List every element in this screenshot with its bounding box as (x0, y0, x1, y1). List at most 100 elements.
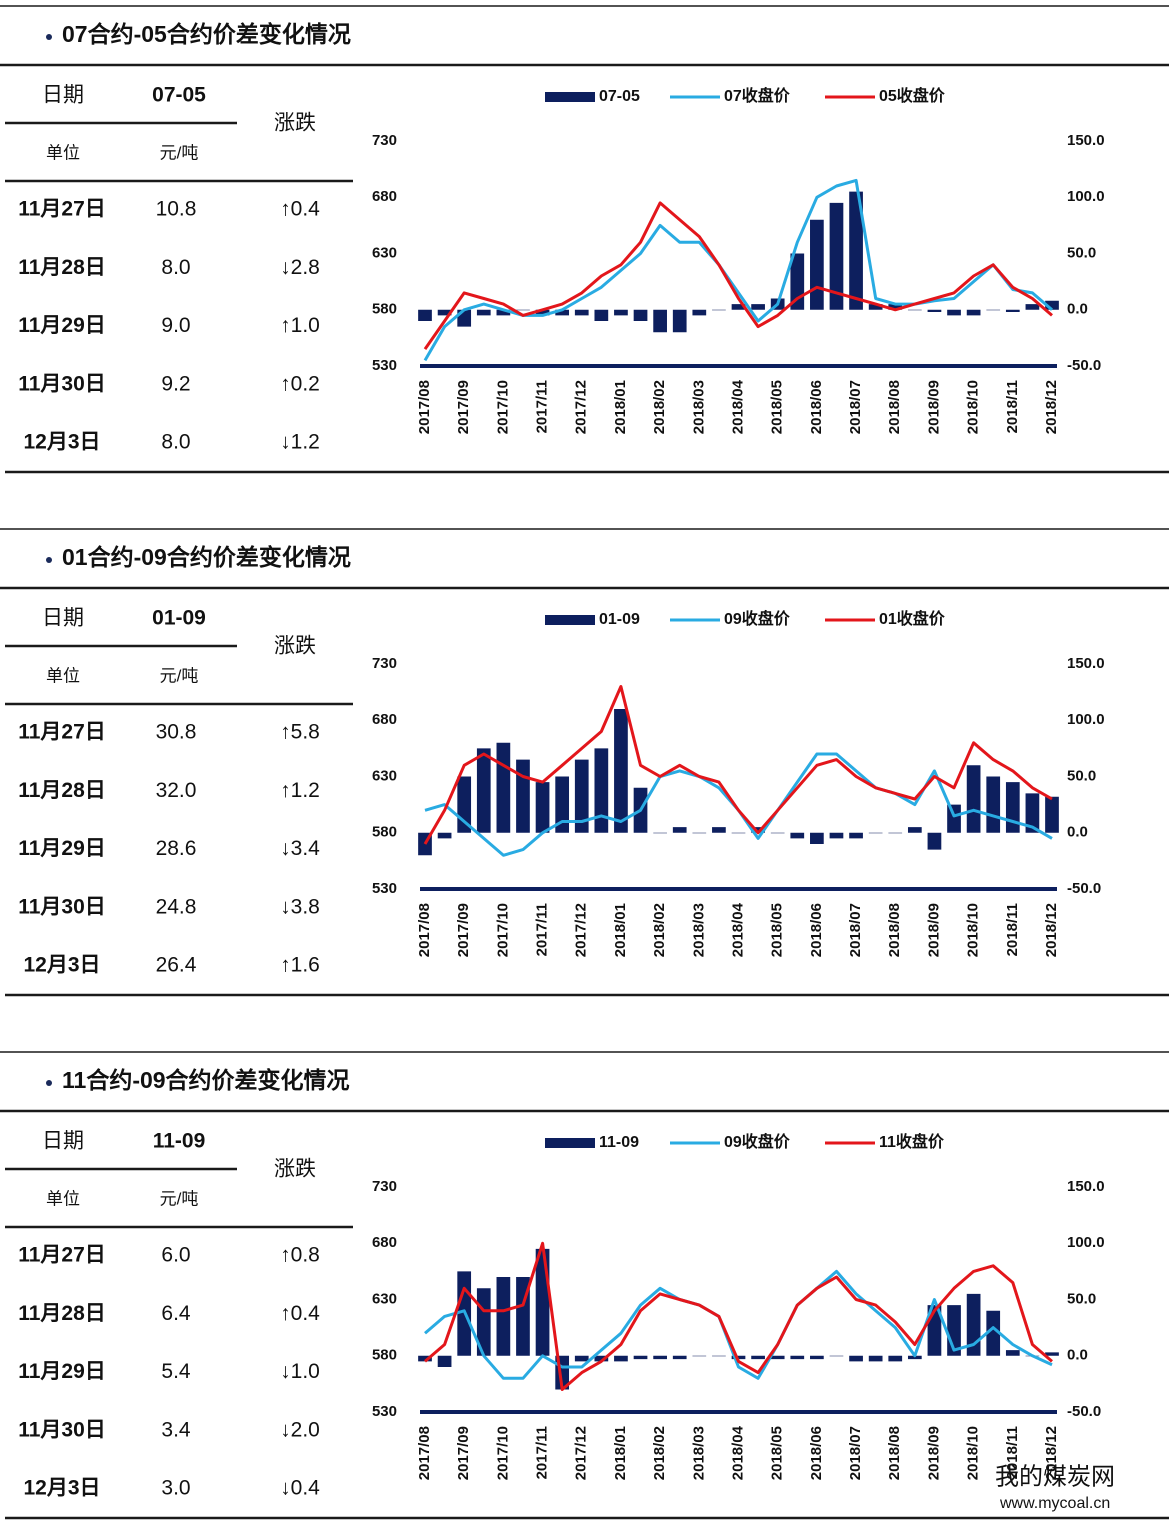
bar (849, 1355, 863, 1362)
bar (672, 1355, 687, 1360)
bar (790, 832, 805, 839)
section-title: 01合约-09合约价差变化情况 (62, 544, 351, 570)
change-cell: ↓0.4 (280, 1477, 320, 1500)
x-tick-label: 2018/06 (808, 903, 825, 957)
bar (653, 1355, 667, 1360)
bar (986, 776, 1001, 833)
value-cell: 26.4 (156, 954, 197, 977)
bar (868, 832, 883, 834)
legend-label: 01-09 (599, 611, 640, 628)
y-tick-label: 630 (372, 767, 397, 784)
y-tick-label: 630 (372, 244, 397, 261)
y-tick-label: 680 (372, 1234, 397, 1251)
x-tick-label: 2018/05 (769, 903, 786, 957)
bar (1025, 793, 1040, 833)
bar (535, 309, 550, 316)
x-tick-label: 2018/02 (651, 903, 668, 957)
bar (672, 827, 687, 833)
bar (751, 827, 765, 833)
bar (829, 832, 844, 839)
unit-cell: 元/吨 (160, 666, 199, 685)
legend-label: 09收盘价 (724, 1132, 791, 1151)
x-tick-label: 2018/12 (1043, 380, 1060, 434)
y2-tick-label: -50.0 (1067, 880, 1101, 897)
y2-tick-label: 0.0 (1067, 824, 1088, 841)
date-cell: 11月29日 (18, 837, 106, 860)
date-cell: 12月3日 (23, 954, 100, 977)
bar (516, 309, 530, 311)
section-title: 07合约-05合约价差变化情况 (62, 21, 351, 47)
x-tick-label: 2017/10 (494, 380, 511, 434)
date-cell: 11月30日 (18, 372, 106, 395)
value-cell: 28.6 (156, 837, 197, 860)
x-tick-label: 2018/02 (651, 1426, 668, 1480)
x-tick-label: 2018/09 (925, 380, 942, 434)
bar (986, 1310, 1001, 1356)
y-tick-label: 730 (372, 655, 397, 672)
header-cell: 01-09 (152, 607, 206, 630)
x-tick-label: 2017/10 (494, 903, 511, 957)
bar (535, 782, 550, 833)
x-tick-label: 2018/04 (729, 1425, 746, 1480)
bar (947, 309, 961, 316)
bar (712, 827, 726, 833)
date-cell: 11月28日 (18, 256, 106, 279)
x-tick-label: 2018/10 (965, 1426, 982, 1480)
bar (574, 309, 589, 316)
header-cell: 07-05 (152, 84, 206, 107)
bar (476, 309, 491, 316)
y-tick-label: 630 (372, 1290, 397, 1307)
x-tick-label: 2018/06 (808, 1426, 825, 1480)
bar (555, 309, 570, 316)
bar (868, 1355, 883, 1362)
line-series (423, 178, 1053, 362)
x-tick-label: 2018/01 (612, 380, 629, 434)
y2-tick-label: 150.0 (1067, 1178, 1105, 1195)
value-cell: 8.0 (161, 256, 190, 279)
x-tick-label: 2018/10 (965, 903, 982, 957)
unit-cell: 元/吨 (160, 1189, 199, 1208)
bar (770, 832, 785, 834)
x-tick-label: 2018/05 (769, 380, 786, 434)
bar (476, 748, 491, 833)
x-tick-label: 2018/11 (1004, 1426, 1021, 1479)
date-cell: 11月27日 (18, 198, 106, 221)
header-cell: 涨跌 (274, 635, 316, 658)
value-cell: 6.0 (161, 1244, 190, 1267)
bar (594, 309, 609, 321)
bar (437, 309, 452, 316)
bar (731, 304, 746, 310)
x-tick-label: 2017/12 (573, 903, 590, 957)
y2-tick-label: 150.0 (1067, 132, 1105, 149)
value-cell: 10.8 (156, 198, 197, 221)
y2-tick-label: 50.0 (1067, 1290, 1096, 1307)
bar (516, 759, 530, 833)
header-cell: 日期 (42, 1130, 84, 1153)
change-cell: ↑0.2 (280, 372, 320, 395)
bar (868, 304, 883, 310)
line-series (423, 685, 1053, 845)
bar (829, 202, 844, 310)
bar (907, 1355, 922, 1360)
bullet (46, 34, 52, 40)
y-tick-label: 530 (372, 880, 397, 897)
x-tick-label: 2018/10 (965, 380, 982, 434)
x-tick-label: 2017/08 (416, 1426, 433, 1480)
header-cell: 日期 (42, 84, 84, 107)
bar (712, 1355, 726, 1357)
x-tick-label: 2018/11 (1004, 903, 1021, 956)
date-cell: 11月29日 (18, 314, 106, 337)
bar (907, 309, 922, 311)
line-series (423, 201, 1053, 350)
line-series (424, 1269, 1053, 1380)
change-cell: ↓1.2 (280, 431, 320, 454)
change-cell: ↓3.4 (280, 837, 320, 860)
x-tick-label: 2018/08 (886, 903, 903, 957)
bar (1005, 309, 1020, 312)
change-cell: ↑1.0 (280, 314, 320, 337)
bar (1005, 782, 1020, 833)
bar (653, 832, 667, 834)
unit-cell: 元/吨 (160, 143, 199, 162)
